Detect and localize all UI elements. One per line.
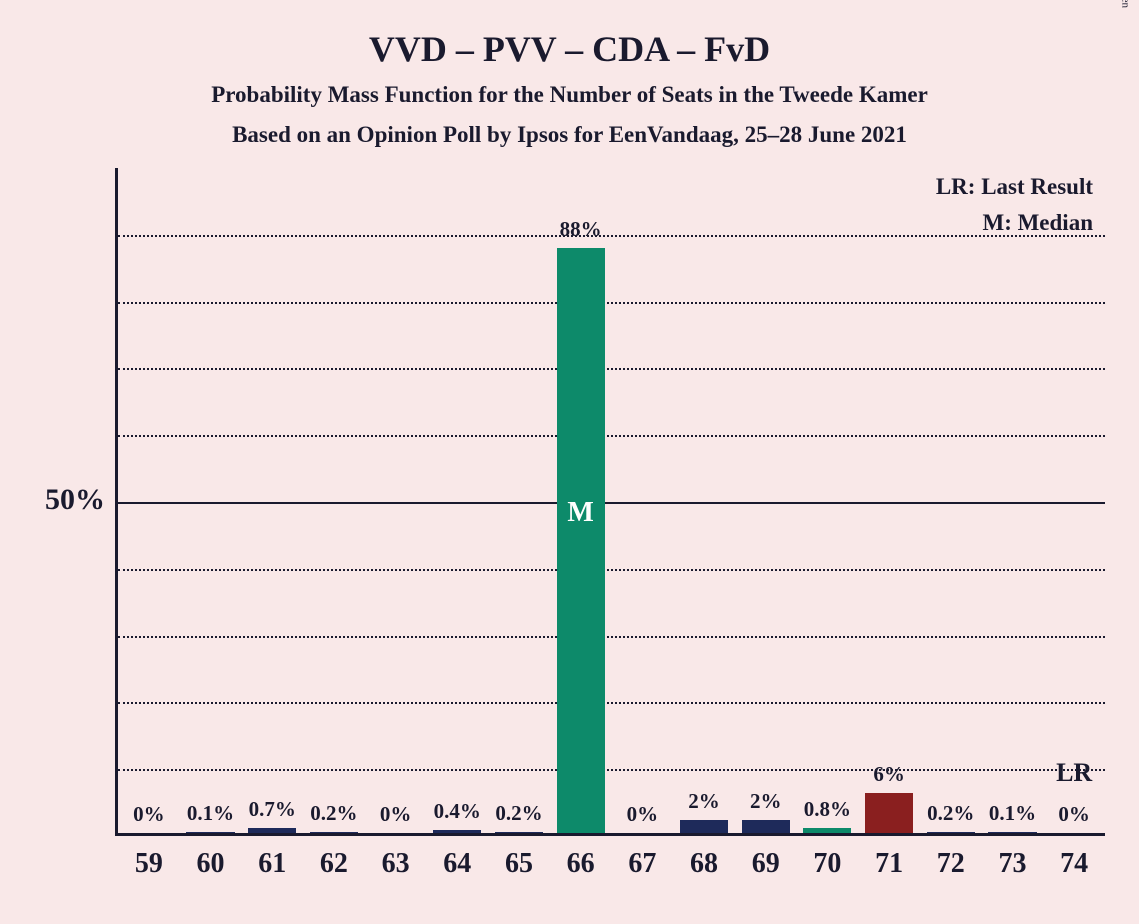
bar: [186, 832, 234, 833]
bar-value-label: 0.1%: [180, 801, 242, 826]
x-tick-label: 63: [365, 848, 427, 880]
median-marker: M: [557, 497, 605, 529]
bar-value-label: 88%: [550, 217, 612, 242]
bar: [742, 820, 790, 833]
x-tick-label: 71: [858, 848, 920, 880]
bar: [557, 248, 605, 833]
x-axis: [115, 833, 1105, 836]
bar-value-label: 0%: [118, 802, 180, 827]
gridline-minor: [118, 769, 1105, 771]
chart-title: VVD – PVV – CDA – FvD: [0, 28, 1139, 70]
chart-plot-area: 50%0%590.1%600.7%610.2%620%630.4%640.2%6…: [115, 168, 1105, 836]
bar: [803, 828, 851, 833]
x-tick-label: 67: [612, 848, 674, 880]
x-tick-label: 62: [303, 848, 365, 880]
bar-value-label: 0%: [1043, 802, 1105, 827]
gridline-minor: [118, 636, 1105, 638]
x-tick-label: 66: [550, 848, 612, 880]
gridline-minor: [118, 302, 1105, 304]
chart-subtitle-2: Based on an Opinion Poll by Ipsos for Ee…: [0, 122, 1139, 148]
bar-value-label: 0%: [612, 802, 674, 827]
legend-median: M: Median: [982, 210, 1093, 236]
x-tick-label: 64: [426, 848, 488, 880]
gridline-major: [118, 502, 1105, 504]
chart-subtitle-1: Probability Mass Function for the Number…: [0, 82, 1139, 108]
x-tick-label: 72: [920, 848, 982, 880]
gridline-minor: [118, 235, 1105, 237]
bar-value-label: 2%: [735, 789, 797, 814]
bar: [495, 832, 543, 833]
bar-value-label: 6%: [858, 762, 920, 787]
x-tick-label: 65: [488, 848, 550, 880]
gridline-minor: [118, 702, 1105, 704]
x-tick-label: 61: [241, 848, 303, 880]
bar-value-label: 0.7%: [241, 797, 303, 822]
gridline-minor: [118, 435, 1105, 437]
gridline-minor: [118, 569, 1105, 571]
x-tick-label: 73: [982, 848, 1044, 880]
x-tick-label: 69: [735, 848, 797, 880]
x-tick-label: 68: [673, 848, 735, 880]
bar: [433, 830, 481, 833]
bar: [248, 828, 296, 833]
legend-lr: LR: Last Result: [936, 174, 1093, 200]
bar-value-label: 0.8%: [797, 797, 859, 822]
bar-value-label: 0.2%: [488, 801, 550, 826]
bar-value-label: 0.2%: [303, 801, 365, 826]
bar: [988, 832, 1036, 833]
bar-value-label: 0%: [365, 802, 427, 827]
x-tick-label: 74: [1043, 848, 1105, 880]
bar: [680, 820, 728, 833]
x-tick-label: 60: [180, 848, 242, 880]
y-axis: [115, 168, 118, 836]
gridline-minor: [118, 368, 1105, 370]
bar: [865, 793, 913, 833]
bar: [310, 832, 358, 833]
bar-value-label: 0.4%: [426, 799, 488, 824]
bar-value-label: 2%: [673, 789, 735, 814]
bar-value-label: 0.1%: [982, 801, 1044, 826]
x-tick-label: 59: [118, 848, 180, 880]
y-axis-label-50: 50%: [20, 483, 105, 517]
bar: [927, 832, 975, 833]
bar-value-label: 0.2%: [920, 801, 982, 826]
copyright-text: © 2021 Filip van Laenen: [1119, 0, 1131, 8]
lr-marker: LR: [1043, 758, 1105, 788]
x-tick-label: 70: [797, 848, 859, 880]
